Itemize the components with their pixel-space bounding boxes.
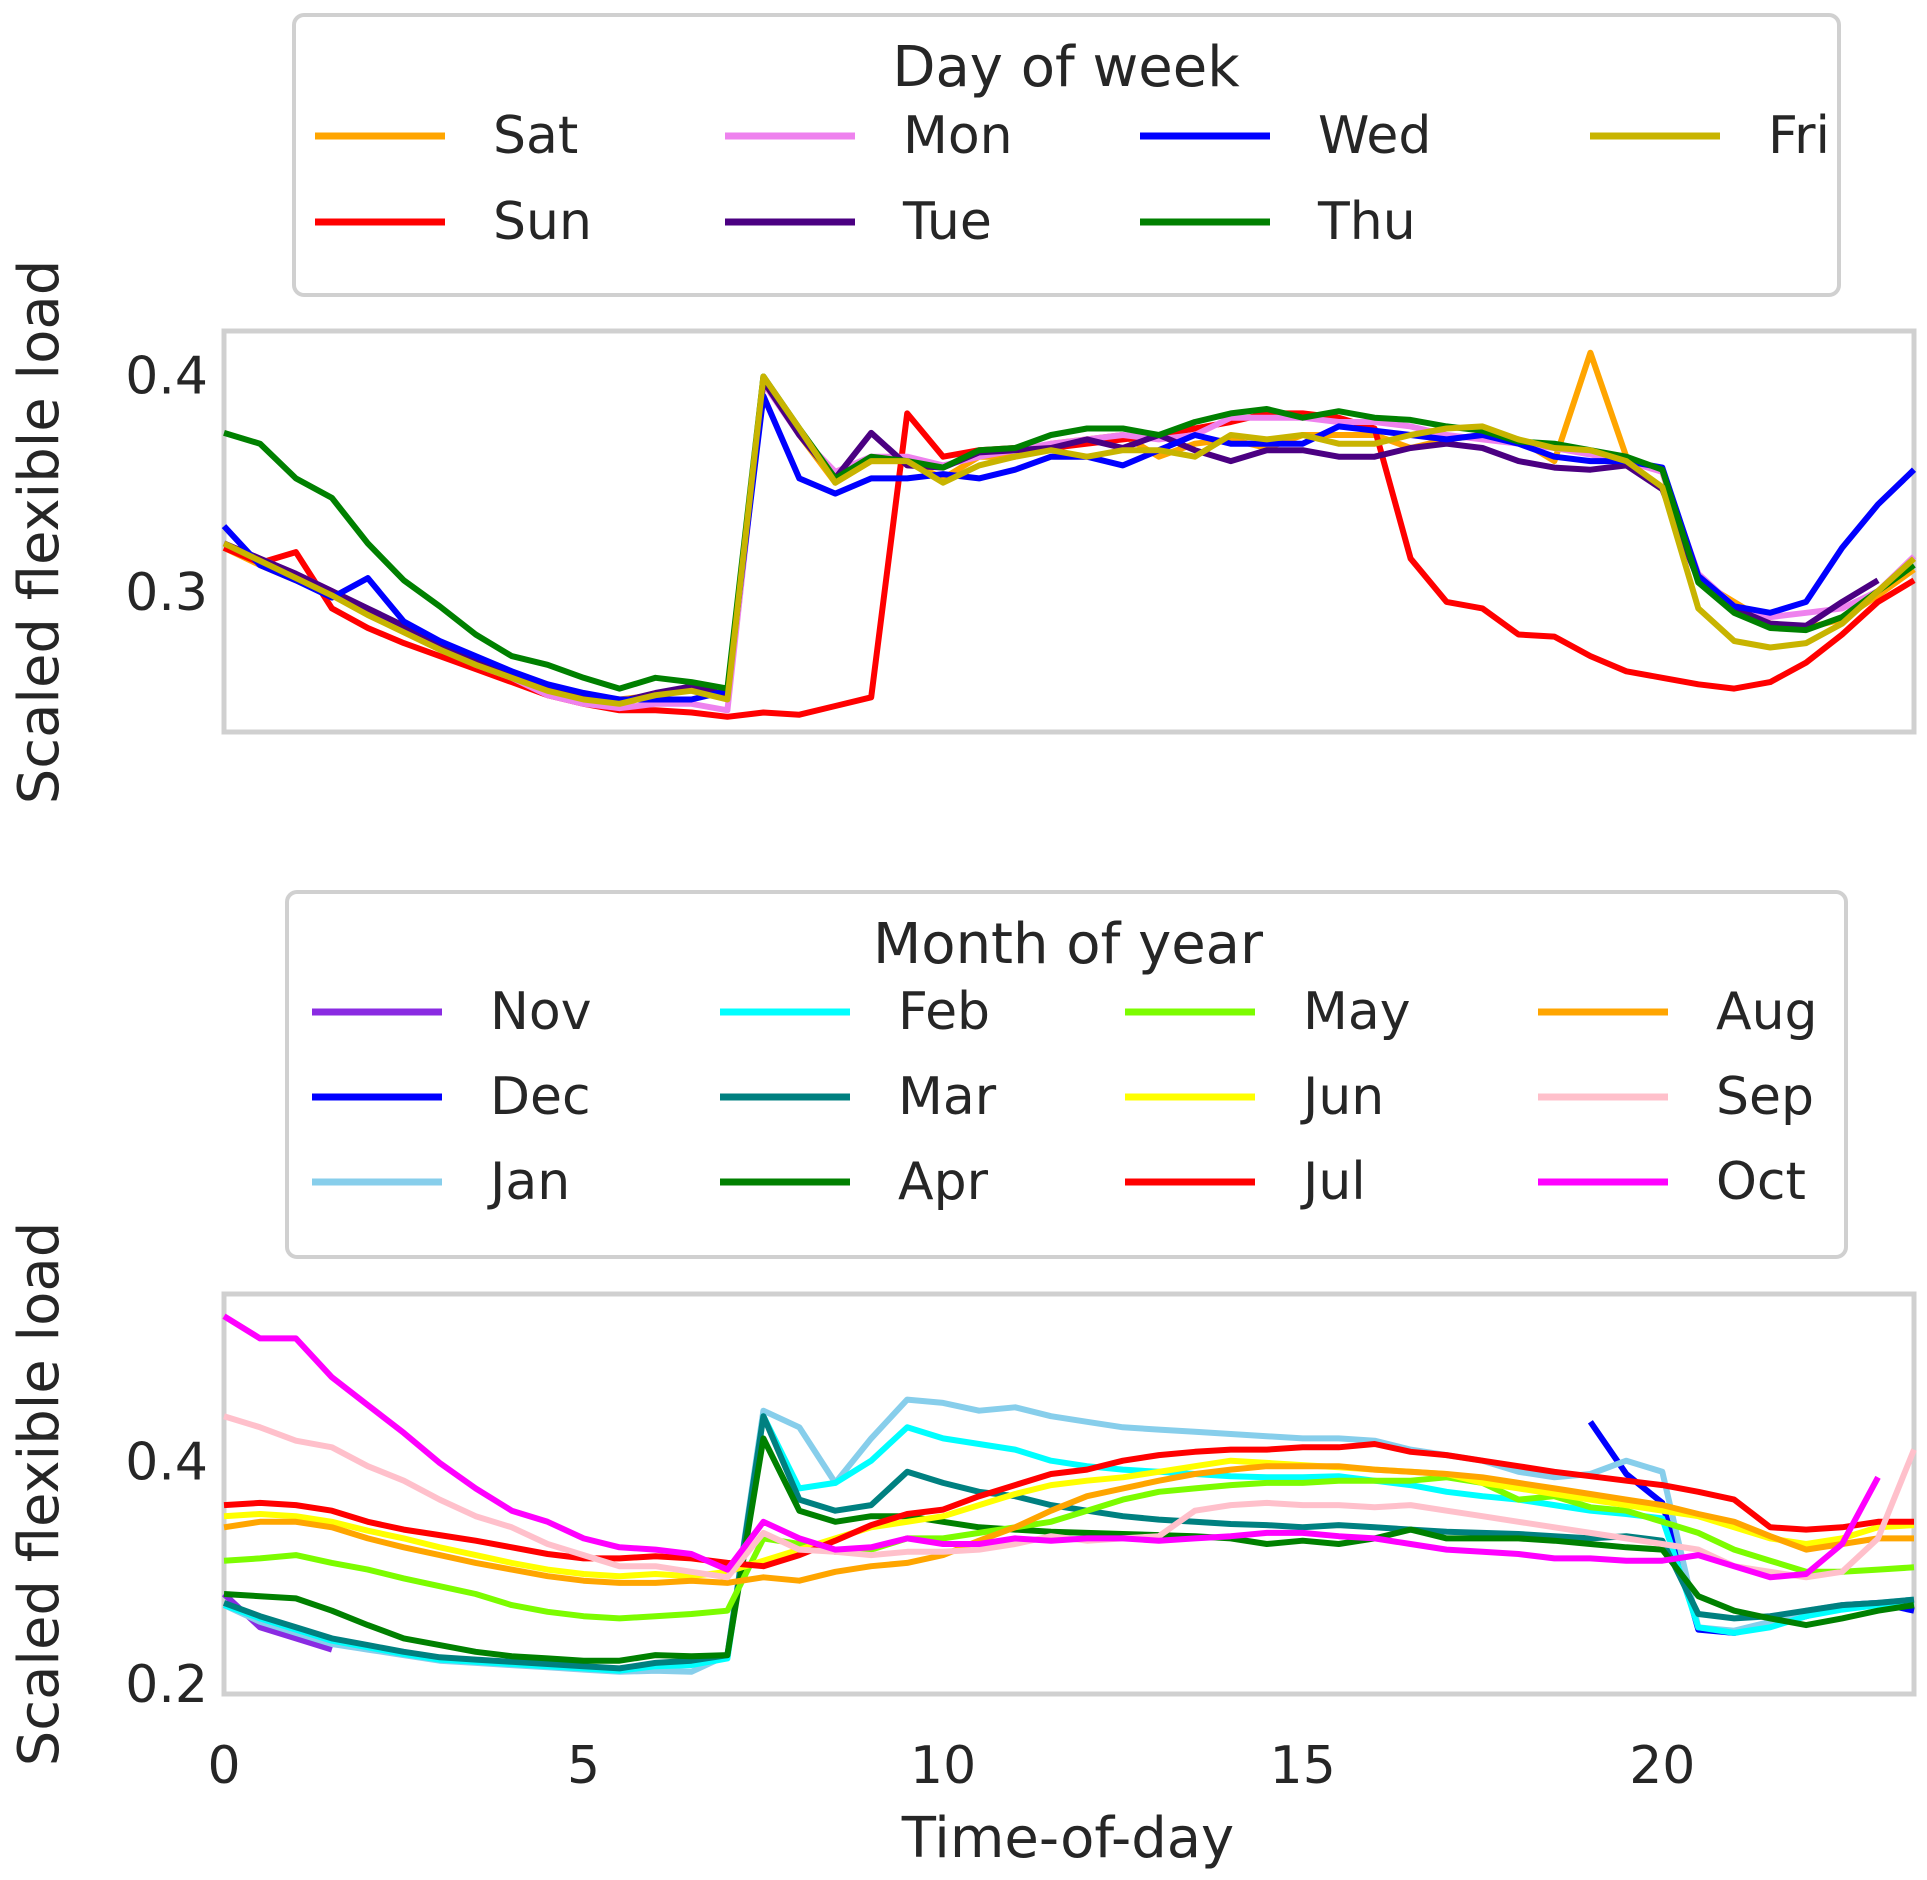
- day-plot-frame: [221, 328, 1917, 735]
- month-legend-label-dec: Dec: [490, 1067, 591, 1127]
- month-legend-label-mar: Mar: [898, 1067, 997, 1127]
- month-legend-label-sep: Sep: [1716, 1067, 1814, 1127]
- day-y-tick-label: 0.3: [125, 563, 208, 623]
- x-tick-label: 15: [1270, 1736, 1336, 1796]
- day-legend-label-sat: Sat: [493, 106, 578, 166]
- month-legend-label-jul: Jul: [1300, 1152, 1366, 1212]
- month-y-axis-label: Scaled flexible load: [7, 1222, 72, 1767]
- month-y-tick-label: 0.4: [125, 1433, 208, 1493]
- month-legend-label-may: May: [1303, 982, 1411, 1042]
- x-tick-label: 20: [1629, 1736, 1695, 1796]
- month-legend-label-oct: Oct: [1716, 1152, 1806, 1212]
- day-series-thu: [223, 373, 1916, 692]
- month-y-tick-label: 0.2: [125, 1655, 208, 1715]
- month-series-oct: [222, 1313, 1881, 1581]
- month-legend-frame: [285, 890, 1848, 1259]
- x-tick-label: 10: [910, 1736, 976, 1796]
- month-plot-frame: [221, 1291, 1917, 1697]
- month-legend-label-jun: Jun: [1300, 1067, 1384, 1127]
- month-series-jun: [223, 1457, 1915, 1580]
- day-legend: Day of week Sat Sun Mon Tue Wed Thu Fri: [292, 13, 1841, 297]
- month-series-aug: [223, 1463, 1914, 1586]
- month-series-jul: [223, 1441, 1914, 1570]
- month-legend-label-aug: Aug: [1716, 982, 1818, 1042]
- x-axis-label: Time-of-day: [901, 1806, 1234, 1871]
- month-legend-label-feb: Feb: [898, 982, 990, 1042]
- day-legend-label-sun: Sun: [493, 192, 592, 252]
- month-legend-label-nov: Nov: [490, 982, 592, 1042]
- month-legend-label-jan: Jan: [487, 1152, 570, 1212]
- day-legend-label-fri: Fri: [1768, 106, 1830, 166]
- day-y-tick-label: 0.4: [125, 346, 208, 406]
- day-legend-label-mon: Mon: [903, 106, 1013, 166]
- month-legend-title: Month of year: [873, 912, 1264, 977]
- day-legend-label-wed: Wed: [1318, 106, 1431, 166]
- day-series-fri: [222, 373, 1917, 707]
- day-legend-title: Day of week: [892, 35, 1240, 100]
- month-legend-label-apr: Apr: [898, 1152, 989, 1212]
- day-legend-frame: [292, 13, 1841, 297]
- day-of-week-panel: Day of week Sat Sun Mon Tue Wed Thu Fri 0.3 0.4…: [7, 13, 1917, 805]
- month-of-year-panel: Month of year Nov Dec Jan Feb Mar Apr May Jun Ju…: [7, 890, 1917, 1871]
- x-tick-label: 0: [207, 1736, 240, 1796]
- day-legend-label-thu: Thu: [1317, 192, 1416, 252]
- month-legend: Month of year Nov Dec Jan Feb Mar Apr May Jun Ju…: [285, 890, 1848, 1259]
- day-legend-label-tue: Tue: [902, 192, 992, 252]
- day-y-axis-label: Scaled flexible load: [7, 260, 72, 805]
- month-series-may: [223, 1474, 1915, 1622]
- x-tick-label: 5: [567, 1736, 600, 1796]
- month-series-apr: [223, 1435, 1915, 1664]
